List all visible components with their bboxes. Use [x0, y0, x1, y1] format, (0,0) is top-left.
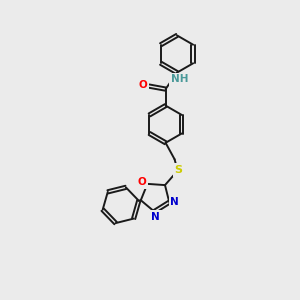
- Text: S: S: [174, 165, 182, 175]
- Text: N: N: [170, 197, 179, 207]
- Text: N: N: [152, 212, 160, 222]
- Text: NH: NH: [171, 74, 188, 84]
- Text: O: O: [138, 80, 147, 90]
- Text: O: O: [138, 177, 146, 188]
